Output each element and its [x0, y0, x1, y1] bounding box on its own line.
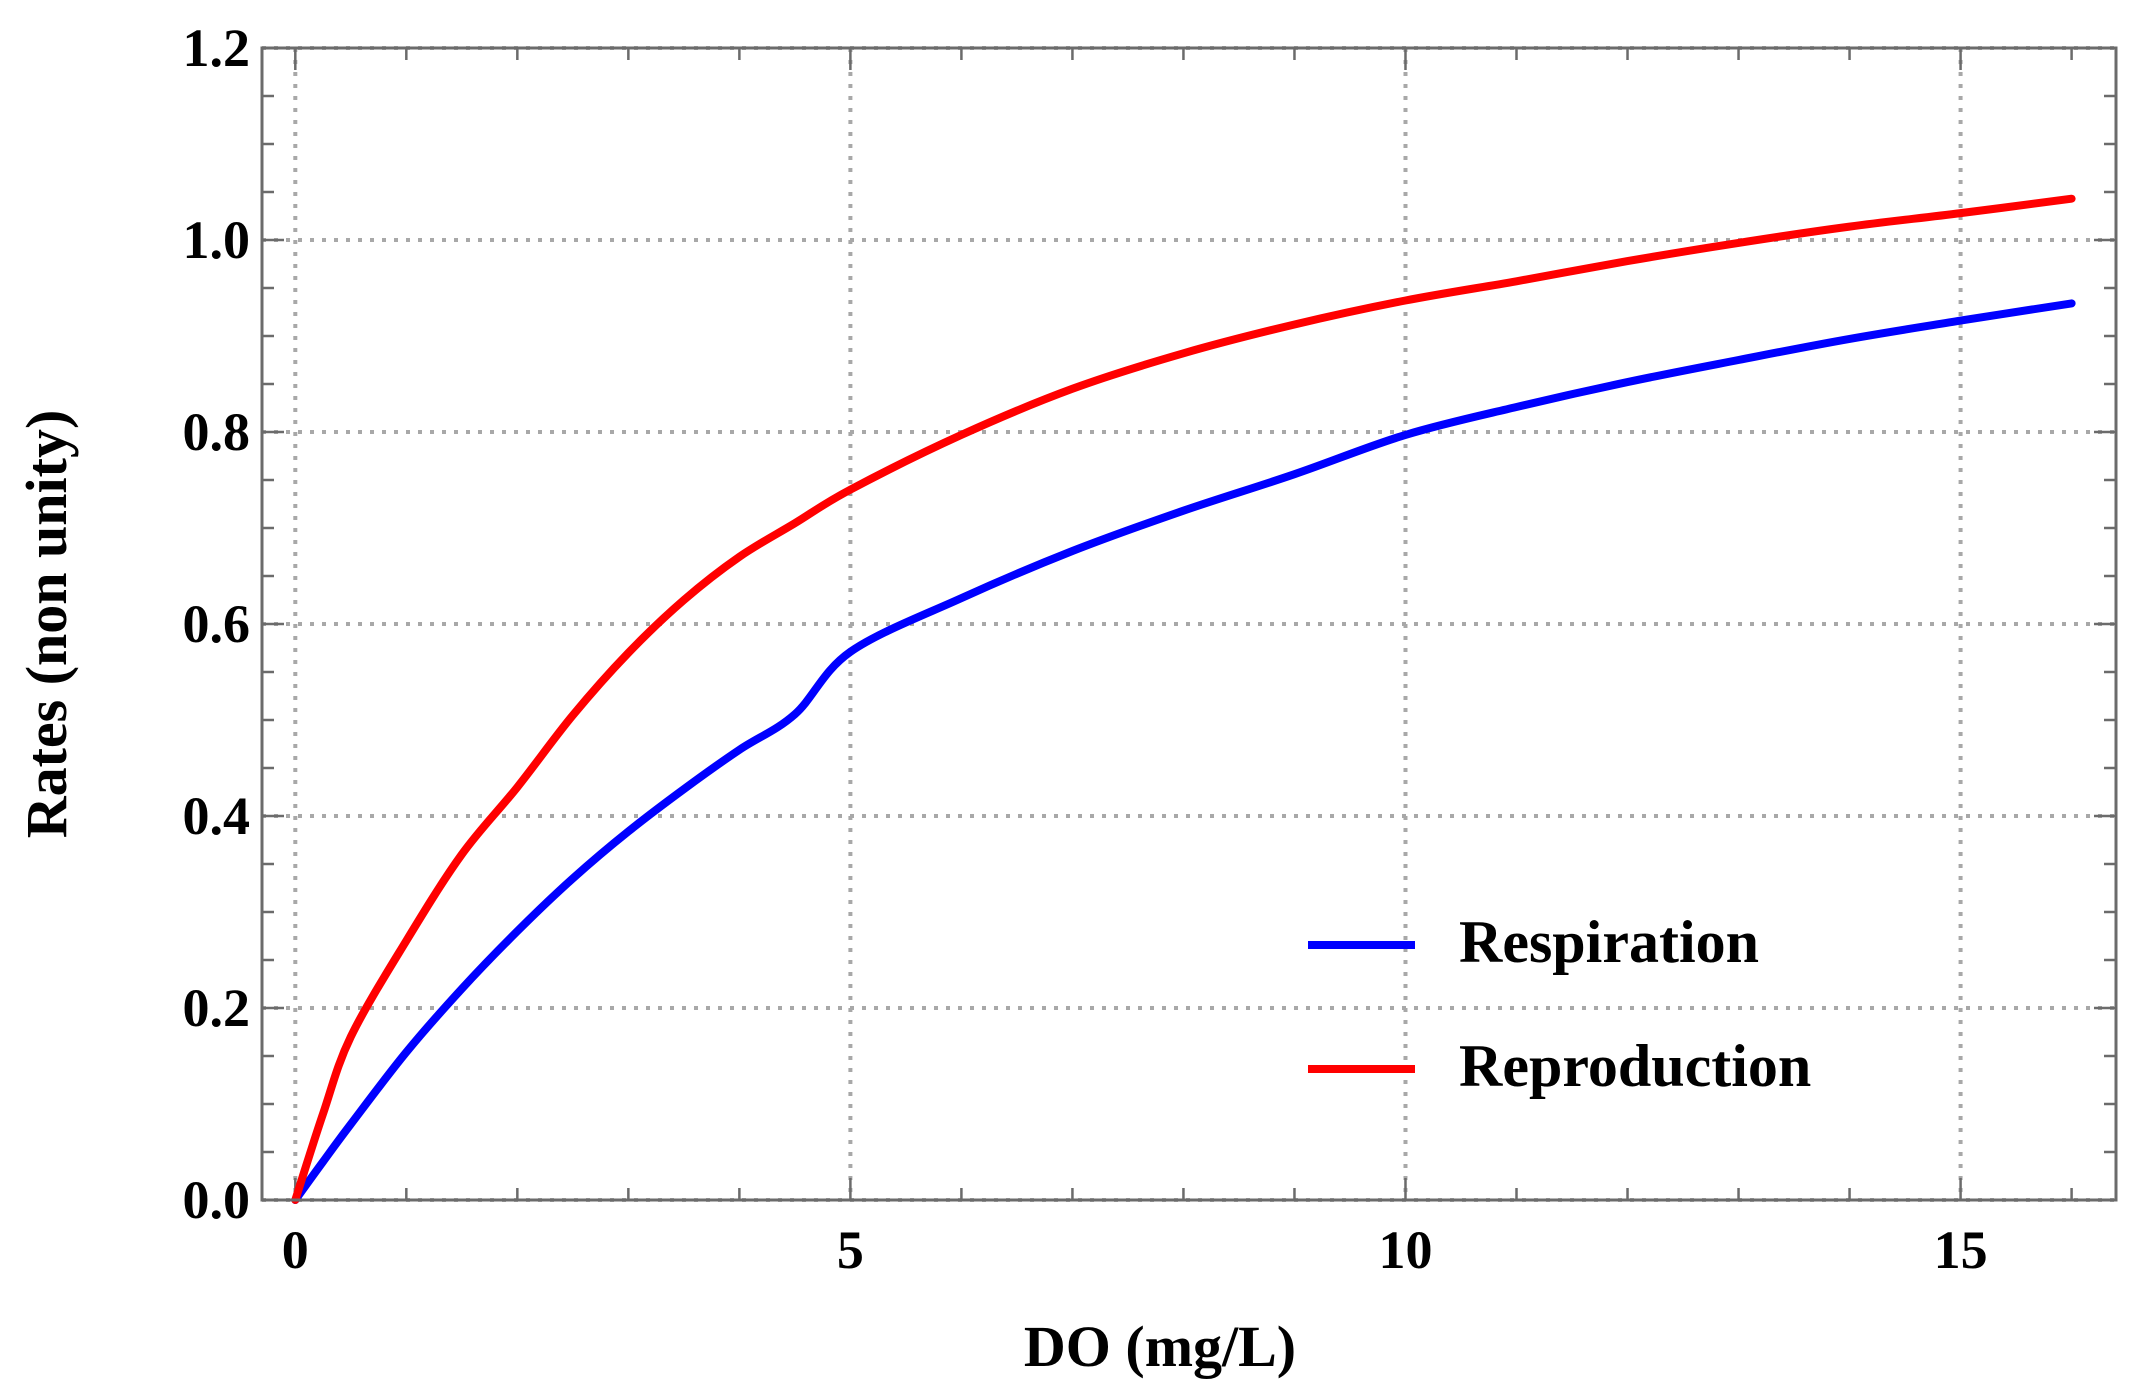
axis-ticks: [262, 46, 2116, 1202]
y-tick-label: 0.2: [183, 978, 251, 1038]
series-line-reproduction: [291, 194, 2076, 1204]
y-tick-label: 1.2: [183, 18, 251, 78]
y-axis-label: Rates (non unity): [14, 410, 79, 839]
x-axis-label: DO (mg/L): [1024, 1314, 1296, 1379]
x-tick-labels: 0 5 10 15: [282, 1220, 1988, 1280]
legend-label-reproduction: Reproduction: [1459, 1033, 1811, 1099]
series-line-respiration: [291, 299, 2076, 1204]
grid: [262, 46, 2116, 1202]
y-tick-label: 0.6: [183, 594, 251, 654]
series-lines: [291, 194, 2076, 1204]
x-tick-label: 0: [282, 1220, 309, 1280]
y-tick-label: 0.0: [183, 1170, 251, 1230]
y-tick-label: 0.8: [183, 402, 251, 462]
x-tick-label: 10: [1378, 1220, 1432, 1280]
y-tick-label: 0.4: [183, 786, 251, 846]
legend-label-respiration: Respiration: [1459, 909, 1759, 975]
legend: Respiration Reproduction: [1308, 909, 1811, 1099]
plot-frame: [260, 46, 2118, 1202]
y-tick-label: 1.0: [183, 210, 251, 270]
x-tick-label: 15: [1934, 1220, 1988, 1280]
x-tick-label: 5: [837, 1220, 864, 1280]
y-tick-labels: 0.0 0.2 0.4 0.6 0.8 1.0 1.2: [183, 18, 251, 1230]
